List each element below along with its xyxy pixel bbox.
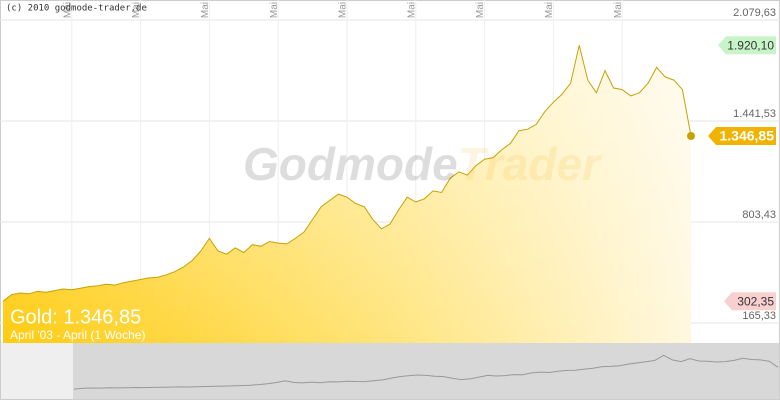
last-badge: [708, 126, 776, 145]
x-tick-label: Mai: [338, 2, 349, 18]
logo: GodmodeTrader: [243, 138, 602, 190]
price-line: [2, 45, 692, 302]
chart-title: Gold: 1.346,85: [10, 306, 141, 328]
x-tick-label: Mai: [269, 2, 280, 18]
x-tick-label: Mai: [406, 2, 417, 18]
navigator-line: [73, 354, 779, 390]
y-tick-label: 1.441,53: [733, 108, 776, 120]
copyright: (c) 2010 godmode-trader.de: [6, 4, 147, 14]
x-tick-label: Mai: [613, 2, 624, 18]
last-point: [687, 131, 695, 140]
navigator: [1, 343, 779, 399]
x-tick-label: Mai: [475, 2, 486, 18]
y-tick-label: 165,33: [742, 310, 776, 322]
high-badge: [718, 36, 776, 55]
x-tick-label: Mai: [131, 2, 142, 18]
x-tick-label: Mai: [62, 2, 73, 18]
y-tick-label: 803,43: [742, 209, 776, 221]
area-highlight: [3, 45, 691, 344]
low-label: 302,35: [737, 294, 774, 308]
x-tick-label: Mai: [544, 2, 555, 18]
low-badge: [724, 292, 776, 311]
chart-subtitle: April '03 - April (1 Woche): [10, 328, 145, 342]
x-tick-label: Mai: [200, 2, 211, 18]
y-tick-label: 2.079,63: [733, 7, 776, 19]
high-label: 1.920,10: [727, 38, 774, 52]
last-label: 1.346,85: [720, 128, 775, 144]
navigator-window: [1, 343, 73, 399]
